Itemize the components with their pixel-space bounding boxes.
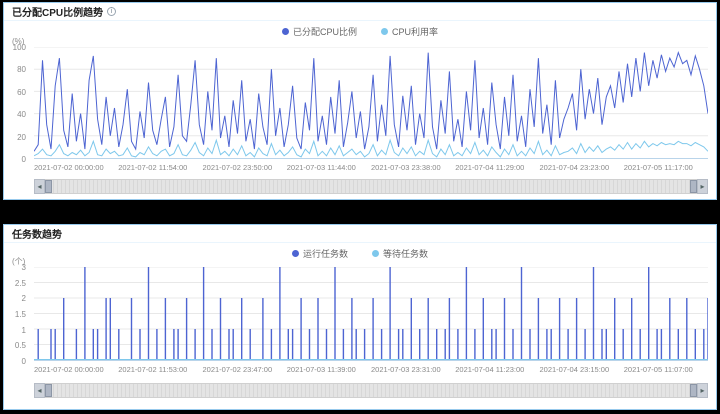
x-axis: 2021-07-02 00:00:00 2021-07-02 11:53:00 20… — [34, 365, 708, 375]
info-icon[interactable]: i — [107, 7, 117, 16]
x-axis-tick-label: 2021-07-05 11:07:00 — [623, 365, 693, 374]
y-axis-tick-label: 20 — [17, 132, 26, 142]
x-axis-tick-label: 2021-07-03 23:38:00 — [371, 163, 441, 172]
y-axis-tick-label: 80 — [17, 65, 26, 75]
x-axis-tick-label: 2021-07-03 11:39:00 — [286, 365, 356, 374]
panel-title: 任务数趋势 — [12, 230, 62, 241]
y-axis-unit-label: (%) — [12, 37, 25, 46]
y-axis-tick-label: 2 — [21, 294, 26, 304]
y-axis-tick-label: 0.5 — [14, 341, 26, 351]
task-count-panel: 任务数趋势 运行任务数 等待任务数 (个) 0 0.5 1 1.5 2 2.5 3 2021… — [3, 224, 717, 410]
legend-item-cpu-utilization[interactable]: CPU利用率 — [381, 25, 438, 38]
x-axis-tick-label: 2021-07-02 23:47:00 — [202, 365, 273, 374]
datazoom-right-arrow[interactable]: ▸ — [697, 383, 708, 398]
cpu-ratio-panel: 已分配CPU比例趋势 i 已分配CPU比例 CPU利用率 (%) 0 20 40 60… — [3, 2, 717, 200]
y-axis: 0 0.5 1 1.5 2 2.5 3 — [4, 263, 30, 366]
x-axis-tick-label: 2021-07-04 11:23:00 — [455, 365, 525, 374]
datazoom-right-handle[interactable] — [690, 384, 697, 397]
panel-header: 任务数趋势 — [4, 225, 716, 243]
legend-item-allocated-cpu[interactable]: 已分配CPU比例 — [281, 25, 357, 38]
datazoom-left-handle[interactable] — [45, 384, 52, 397]
y-axis-tick-label: 40 — [17, 110, 26, 120]
x-axis-tick-label: 2021-07-02 11:53:00 — [118, 365, 188, 374]
x-axis: 2021-07-02 00:00:00 2021-07-02 11:54:00 20… — [34, 163, 708, 173]
cpu-ratio-chart-plot[interactable] — [34, 47, 708, 159]
y-axis-tick-label: 1.5 — [14, 310, 26, 319]
y-axis: 0 20 40 60 80 100 — [4, 43, 30, 164]
datazoom-right-arrow[interactable]: ▸ — [697, 179, 708, 194]
x-axis-tick-label: 2021-07-05 11:17:00 — [623, 163, 693, 172]
datazoom-left-arrow[interactable]: ◂ — [34, 179, 45, 194]
datazoom-track[interactable] — [45, 383, 697, 398]
y-axis-tick-label: 0 — [21, 357, 26, 366]
x-axis-tick-label: 2021-07-04 23:23:00 — [539, 163, 610, 172]
datazoom-slider[interactable]: ◂ ▸ — [34, 383, 708, 398]
x-axis-tick-label: 2021-07-04 11:29:00 — [455, 163, 525, 172]
y-axis-tick-label: 2.5 — [14, 278, 26, 288]
x-axis-tick-label: 2021-07-02 23:50:00 — [202, 163, 273, 172]
y-axis-tick-label: 100 — [12, 43, 26, 52]
y-axis-tick-label: 60 — [17, 87, 26, 97]
legend-label: 等待任务数 — [383, 248, 429, 259]
datazoom-slider[interactable]: ◂ ▸ — [34, 179, 708, 194]
datazoom-left-arrow[interactable]: ◂ — [34, 383, 45, 398]
panel-header: 已分配CPU比例趋势 i — [4, 3, 716, 21]
legend-item-waiting-tasks[interactable]: 等待任务数 — [372, 247, 428, 260]
datazoom-right-handle[interactable] — [690, 180, 697, 193]
x-axis-tick-label: 2021-07-02 00:00:00 — [34, 365, 104, 374]
x-axis-tick-label: 2021-07-02 00:00:00 — [34, 163, 104, 172]
task-count-chart-plot[interactable] — [34, 267, 708, 361]
legend-dot — [291, 249, 299, 257]
y-axis-unit-label: (个) — [12, 257, 26, 266]
x-axis-tick-label: 2021-07-02 11:54:00 — [118, 163, 188, 172]
y-axis-tick-label: 3 — [21, 263, 26, 272]
legend-item-running-tasks[interactable]: 运行任务数 — [291, 247, 348, 260]
x-axis-tick-label: 2021-07-03 23:31:00 — [371, 365, 441, 374]
legend-label: CPU利用率 — [392, 26, 439, 37]
legend-dot — [381, 27, 388, 35]
legend: 运行任务数 等待任务数 — [4, 247, 716, 259]
x-axis-tick-label: 2021-07-04 23:15:00 — [539, 365, 610, 374]
y-axis-tick-label: 0 — [21, 155, 26, 164]
panel-title: 已分配CPU比例趋势 — [12, 8, 104, 19]
legend-dot — [372, 249, 379, 257]
y-axis-tick-label: 1 — [21, 325, 26, 335]
legend-dot — [281, 27, 289, 35]
legend: 已分配CPU比例 CPU利用率 — [4, 25, 716, 37]
datazoom-left-handle[interactable] — [45, 180, 52, 193]
legend-label: 已分配CPU比例 — [292, 26, 357, 37]
legend-label: 运行任务数 — [302, 248, 348, 259]
datazoom-track[interactable] — [45, 179, 697, 194]
x-axis-tick-label: 2021-07-03 11:44:00 — [286, 163, 356, 172]
